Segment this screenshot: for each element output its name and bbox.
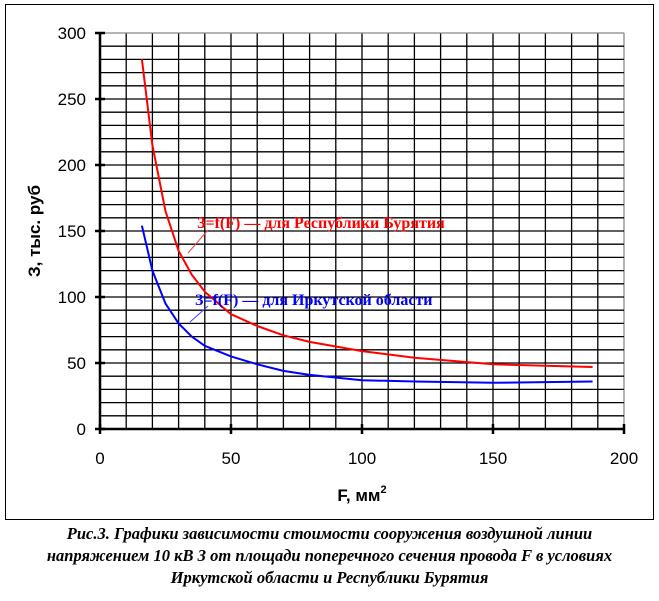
x-tick-label: 200: [610, 449, 638, 468]
x-axis-label: F, мм2: [337, 484, 386, 505]
y-axis-label: З, тыс. руб: [25, 185, 44, 277]
figure-frame: [5, 4, 654, 520]
caption-line-1: Рис.3. Графики зависимости стоимости соо…: [66, 524, 593, 543]
x-tick-label: 50: [222, 449, 241, 468]
caption-line-2: напряжением 10 кВ З от площади поперечно…: [46, 546, 613, 565]
blue-leader-line: [189, 305, 209, 323]
y-tick-label: 150: [58, 222, 86, 241]
y-tick-label: 250: [58, 90, 86, 109]
x-tick-label: 100: [348, 449, 376, 468]
axes: [95, 31, 626, 434]
y-tick-label: 0: [77, 420, 86, 439]
x-tick-label: 150: [479, 449, 507, 468]
y-tick-label: 200: [58, 156, 86, 175]
red-series-label: З=f(F) — для Республики Бурятия: [197, 215, 445, 232]
annotations: З=f(F) — для Республики Бурятия З=f(F) —…: [187, 215, 445, 323]
series-line-irkutsk: [140, 225, 593, 384]
figure-caption: Рис.3. Графики зависимости стоимости соо…: [0, 523, 659, 589]
y-tick-label: 300: [58, 24, 86, 43]
y-tick-label: 100: [58, 288, 86, 307]
y-tick-label: 50: [67, 354, 86, 373]
x-tick-label: 0: [95, 449, 104, 468]
series-line-buryatia: [140, 59, 593, 368]
caption-line-3: Иркутской области и Республики Бурятия: [170, 568, 489, 587]
chart: 0 50 100 150 200 0 50 100 150 200 250 300 З=f(F) — …: [25, 24, 639, 505]
series-lines: [140, 59, 593, 384]
tick-labels: 0 50 100 150 200 0 50 100 150 200 250 300: [58, 24, 639, 468]
blue-series-label: З=f(F) — для Иркутской области: [195, 292, 433, 309]
red-leader-line: [187, 229, 209, 254]
grid: [100, 32, 625, 429]
